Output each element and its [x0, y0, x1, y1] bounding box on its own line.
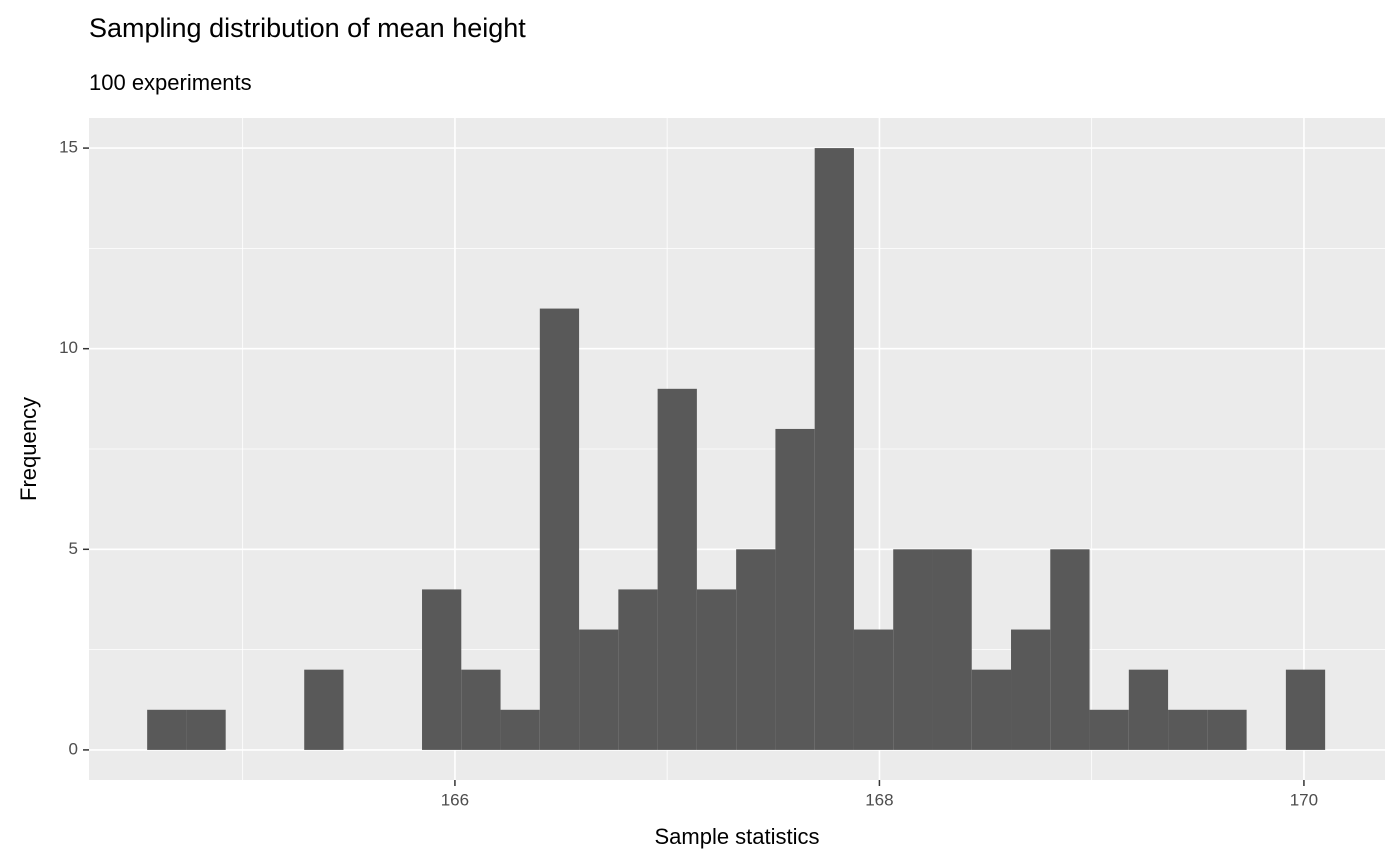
chart-title: Sampling distribution of mean height	[89, 13, 526, 43]
bar	[422, 589, 462, 750]
bar	[893, 549, 933, 750]
chart-subtitle: 100 experiments	[89, 70, 252, 95]
x-tick-label: 170	[1290, 790, 1318, 809]
bar	[657, 388, 697, 750]
bar	[814, 148, 854, 750]
bar	[1089, 709, 1129, 750]
bar	[1207, 709, 1247, 750]
bar	[186, 709, 226, 750]
bar	[1050, 549, 1090, 750]
bar	[500, 709, 540, 750]
bar	[304, 669, 344, 750]
bar	[539, 308, 580, 750]
bar	[618, 589, 658, 750]
x-axis-title: Sample statistics	[654, 824, 819, 849]
x-tick-label: 168	[865, 790, 893, 809]
y-tick-label: 10	[59, 338, 78, 357]
y-tick-label: 0	[69, 739, 78, 758]
bar	[932, 549, 972, 750]
bar	[579, 629, 619, 750]
bar	[461, 669, 501, 750]
y-tick-label: 15	[59, 138, 78, 157]
y-axis-title: Frequency	[16, 397, 41, 501]
bar	[971, 669, 1012, 750]
y-tick-label: 5	[69, 539, 78, 558]
x-tick-label: 166	[441, 790, 469, 809]
bar	[147, 709, 187, 750]
bar	[1285, 669, 1326, 750]
bar	[1011, 629, 1051, 750]
bar	[736, 549, 776, 750]
bar	[696, 589, 737, 750]
bar	[853, 629, 894, 750]
bar	[1168, 709, 1208, 750]
bar	[775, 428, 815, 750]
bar	[1128, 669, 1169, 750]
